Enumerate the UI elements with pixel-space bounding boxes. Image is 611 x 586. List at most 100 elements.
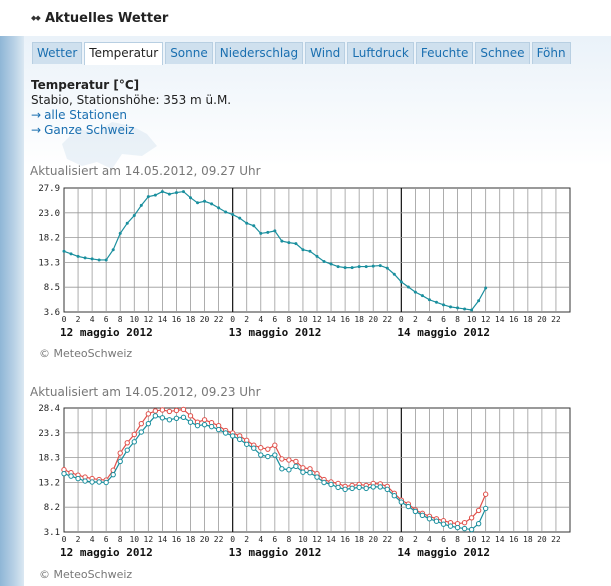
tab-7[interactable]: Schnee [475, 42, 530, 64]
x-tick-label: 0 [230, 535, 235, 544]
x-tick-label: 4 [427, 315, 432, 324]
link-all-stations[interactable]: → alle Stationen [31, 108, 231, 123]
data-point [440, 521, 447, 527]
data-point [83, 256, 87, 260]
data-point [420, 294, 424, 298]
data-point [124, 440, 130, 446]
station-text: Stabio, Stationshöhe: 353 m ü.M. [31, 93, 232, 107]
data-point [300, 465, 306, 471]
x-tick-label: 20 [537, 315, 547, 324]
x-tick-label: 4 [90, 535, 95, 544]
data-point [166, 417, 173, 423]
tab-4[interactable]: Wind [305, 42, 346, 64]
data-point [384, 486, 390, 493]
x-tick-label: 22 [382, 535, 392, 544]
data-point [350, 266, 354, 270]
x-tick-label: 20 [537, 535, 547, 544]
data-point [61, 470, 67, 477]
data-point [139, 203, 143, 207]
data-point [463, 307, 467, 311]
data-point [96, 479, 102, 485]
chart2-updated: Aktualisiert am 14.05.2012, 09.23 Uhr [30, 385, 261, 399]
data-point [181, 190, 185, 194]
data-point [272, 452, 278, 458]
x-tick-label: 22 [214, 315, 224, 324]
x-tick-label: 6 [272, 535, 277, 544]
tab-2[interactable]: Sonne [165, 42, 213, 64]
data-point [406, 285, 410, 289]
x-tick-label: 20 [368, 535, 378, 544]
data-point [307, 469, 313, 476]
data-point [391, 493, 398, 499]
data-point [484, 286, 488, 290]
temperature-chart-1: 27.923.018.213.38.53.60 2 4 6 8 10 12 14 16 18 20 2… [38, 184, 571, 339]
x-tick-label: 10 [129, 535, 139, 544]
data-point [329, 262, 333, 266]
station-info: Temperatur [°C] Stabio, Stationshöhe: 35… [31, 78, 231, 138]
data-point [336, 265, 340, 269]
data-point [419, 512, 426, 519]
data-point [153, 193, 157, 197]
x-tick-label: 2 [244, 535, 249, 544]
data-point [258, 452, 264, 458]
x-tick-label: 6 [441, 315, 446, 324]
data-point [322, 259, 326, 263]
main-content: Wetter Temperatur Sonne Niederschlag Wind Luf… [24, 36, 611, 586]
chart1-updated: Aktualisiert am 14.05.2012, 09.27 Uhr [30, 164, 261, 178]
data-point [315, 254, 319, 258]
data-point [244, 441, 250, 447]
data-point [117, 458, 123, 465]
data-point [371, 264, 375, 268]
data-point [215, 426, 222, 433]
data-point [236, 436, 243, 443]
x-tick-label: 14 [495, 535, 505, 544]
tab-3[interactable]: Niederschlag [214, 42, 304, 64]
link-whole-switzerland[interactable]: → Ganze Schweiz [31, 123, 231, 138]
y-tick-label: 3.6 [44, 308, 60, 318]
y-tick-label: 23.3 [38, 429, 60, 439]
data-point [201, 421, 208, 428]
x-tick-label: 4 [427, 535, 432, 544]
data-point [229, 433, 236, 439]
data-point [187, 413, 194, 419]
x-tick-label: 10 [298, 315, 308, 324]
y-tick-label: 18.3 [38, 454, 60, 464]
x-tick-label: 8 [118, 535, 123, 544]
data-point [69, 252, 73, 256]
data-point [349, 485, 355, 492]
data-point [203, 199, 207, 203]
day-label: 14 maggio 2012 [397, 326, 490, 339]
data-point [104, 258, 108, 262]
data-point [117, 450, 123, 456]
x-tick-label: 0 [62, 315, 67, 324]
tab-6[interactable]: Feuchte [415, 42, 474, 64]
y-tick-label: 8.5 [44, 283, 60, 293]
x-tick-label: 14 [158, 315, 168, 324]
x-tick-label: 12 [144, 315, 154, 324]
data-point [167, 192, 171, 196]
x-tick-label: 20 [368, 315, 378, 324]
data-point [378, 264, 382, 268]
data-point [286, 457, 292, 463]
x-tick-label: 12 [312, 535, 322, 544]
data-point [280, 239, 284, 243]
data-point [125, 221, 129, 225]
x-tick-label: 12 [481, 315, 491, 324]
bullet-icon: ◆◆ [31, 14, 41, 22]
data-point [482, 491, 489, 497]
data-point [363, 485, 369, 492]
x-tick-label: 0 [399, 315, 404, 324]
tab-bar: Wetter Temperatur Sonne Niederschlag Wind Luf… [32, 42, 573, 65]
x-tick-label: 8 [286, 315, 291, 324]
data-point [433, 518, 440, 524]
data-point [145, 411, 152, 417]
tab-8[interactable]: Föhn [531, 42, 571, 64]
data-point [413, 290, 417, 294]
x-tick-label: 16 [340, 535, 350, 544]
data-point [118, 231, 122, 235]
data-point [468, 526, 475, 533]
tab-0[interactable]: Wetter [32, 42, 83, 64]
tab-5[interactable]: Luftdruck [347, 42, 414, 64]
tab-1[interactable]: Temperatur [84, 42, 164, 65]
page-title: Aktuelles Wetter [45, 11, 169, 26]
